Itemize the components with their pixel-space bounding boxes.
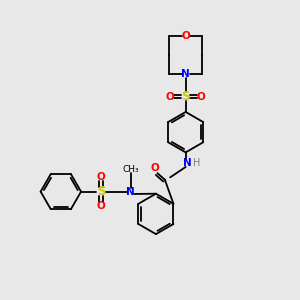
Text: O: O [181, 31, 190, 40]
Text: N: N [181, 69, 190, 79]
Text: O: O [97, 172, 105, 182]
Text: H: H [193, 158, 200, 168]
Text: S: S [97, 185, 105, 198]
Text: O: O [150, 164, 159, 173]
Text: S: S [182, 90, 190, 103]
Text: O: O [166, 92, 175, 101]
Text: O: O [97, 201, 105, 211]
Text: N: N [126, 187, 135, 196]
Text: O: O [197, 92, 206, 101]
Text: N: N [183, 158, 192, 168]
Text: CH₃: CH₃ [122, 165, 139, 174]
